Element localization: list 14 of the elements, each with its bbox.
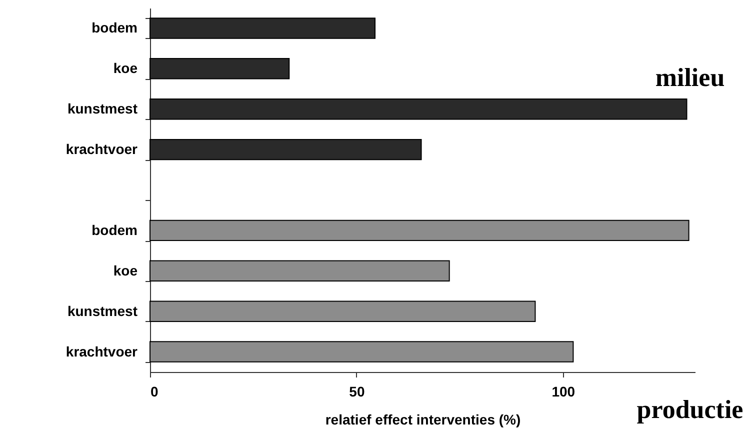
x-tick-label: 0 (150, 384, 158, 400)
y-tick-label: krachtvoer (66, 343, 138, 360)
y-tick-label: bodem (92, 222, 138, 238)
y-tick-label: koe (113, 262, 138, 278)
x-axis-title: relatief effect interventies (%) (325, 412, 521, 428)
y-tick-label: kunstmest (67, 302, 138, 319)
y-tick-label: krachtvoer (66, 141, 138, 158)
x-tick-label: 100 (552, 384, 576, 400)
text: productie (636, 395, 744, 424)
y-tick-label: koe (113, 60, 138, 76)
y-tick-label: bodem (92, 20, 138, 36)
y-tick-label: kunstmest (67, 100, 138, 117)
x-tick-label: 50 (349, 384, 365, 400)
series-label: milieu (655, 63, 725, 92)
